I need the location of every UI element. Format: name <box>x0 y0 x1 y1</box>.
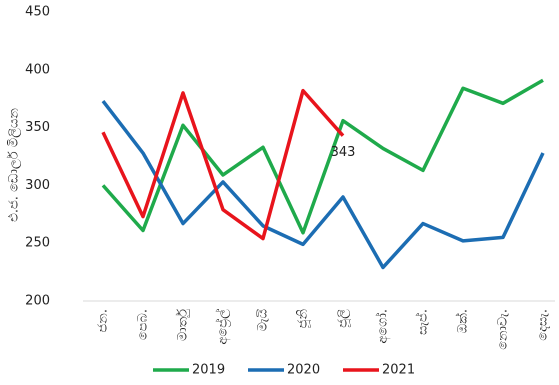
y-tick-label: 200 <box>25 294 50 309</box>
x-tick-label: නොවැ. <box>496 309 511 350</box>
x-tick-label: දෙසැ. <box>536 309 551 341</box>
legend-label: 2020 <box>287 363 320 378</box>
y-tick-label: 300 <box>25 178 50 193</box>
series-line <box>101 99 545 270</box>
x-tick-label: අප්‍රේල් <box>214 309 230 345</box>
y-tick-label: 450 <box>25 5 50 20</box>
x-tick-label: ඔක්. <box>454 309 470 333</box>
x-tick-label: මැයි <box>255 309 270 332</box>
x-tick-label: ජූනි <box>296 309 311 329</box>
y-tick-label: 400 <box>25 62 50 77</box>
series-line <box>101 78 544 235</box>
x-tick-label: සැප්. <box>414 309 430 335</box>
x-tick-label: පෙබ. <box>136 309 151 340</box>
y-tick-label: 250 <box>25 236 50 251</box>
series-line <box>101 88 345 241</box>
x-tick-label: මාර්තු <box>175 309 191 341</box>
x-tick-label: අගෝ. <box>375 309 391 344</box>
x-tick-label: ජූලි <box>336 309 351 328</box>
x-tick-label: ජන. <box>96 309 111 333</box>
y-tick-label: 350 <box>25 120 50 135</box>
legend-label: 2021 <box>382 363 415 378</box>
legend-label: 2019 <box>192 363 225 378</box>
y-axis-title: එ.ජ. ඩොලර් මිලියන <box>6 108 22 222</box>
data-label: 343 <box>331 145 356 160</box>
